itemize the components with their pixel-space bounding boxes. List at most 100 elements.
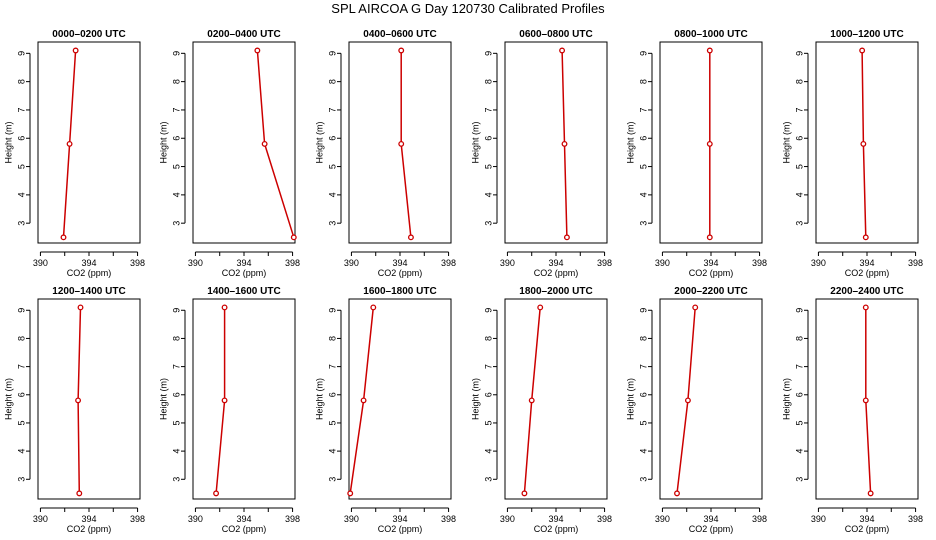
data-point bbox=[537, 304, 544, 311]
y-tick-label: 4 bbox=[16, 192, 26, 197]
data-point bbox=[407, 234, 414, 241]
y-axis-label: Height (m) bbox=[470, 121, 480, 163]
y-tick-label: 5 bbox=[327, 164, 337, 169]
x-tick-label: 390 bbox=[344, 514, 359, 524]
profile-panel: 2000–2200 UTC 390 394 398 CO2 (ppm) 3 4 5 6 7 8 9 He… bbox=[625, 286, 767, 534]
y-tick-label: 6 bbox=[794, 392, 804, 397]
y-tick-label: 8 bbox=[16, 336, 26, 341]
y-tick-label: 4 bbox=[794, 192, 804, 197]
y-axis-label: Height (m) bbox=[3, 121, 13, 163]
data-point bbox=[76, 490, 83, 497]
y-tick-label: 8 bbox=[483, 336, 493, 341]
y-tick-label: 3 bbox=[327, 477, 337, 482]
x-tick-label: 398 bbox=[908, 514, 923, 524]
x-tick-label: 394 bbox=[392, 258, 407, 268]
x-axis-label: CO2 (ppm) bbox=[534, 268, 579, 278]
x-tick-label: 398 bbox=[908, 258, 923, 268]
x-tick-label: 390 bbox=[33, 258, 48, 268]
x-tick-label: 398 bbox=[285, 258, 300, 268]
data-point bbox=[75, 397, 82, 404]
data-point bbox=[862, 234, 869, 241]
y-axis-label: Height (m) bbox=[3, 378, 13, 420]
y-axis-label: Height (m) bbox=[781, 378, 791, 420]
data-point bbox=[674, 490, 680, 497]
data-point bbox=[563, 234, 570, 241]
y-tick-label: 5 bbox=[638, 420, 648, 425]
data-point bbox=[521, 490, 528, 497]
x-axis-label: CO2 (ppm) bbox=[378, 268, 423, 278]
y-tick-label: 9 bbox=[16, 308, 26, 313]
plot-frame bbox=[37, 41, 141, 244]
y-tick-label: 9 bbox=[794, 51, 804, 56]
y-tick-label: 9 bbox=[327, 51, 337, 56]
y-tick-label: 3 bbox=[794, 221, 804, 226]
data-point bbox=[360, 397, 367, 404]
y-tick-label: 3 bbox=[483, 477, 493, 482]
x-tick-label: 394 bbox=[392, 514, 407, 524]
data-point bbox=[261, 140, 268, 147]
data-point bbox=[77, 304, 84, 311]
y-tick-label: 6 bbox=[794, 136, 804, 141]
y-tick-label: 3 bbox=[638, 477, 648, 482]
x-tick-label: 394 bbox=[548, 258, 563, 268]
y-tick-label: 4 bbox=[638, 449, 648, 454]
x-tick-label: 390 bbox=[655, 258, 670, 268]
profile-panel: 1400–1600 UTC 390 394 398 CO2 (ppm) 3 4 5 6 7 8 9 He… bbox=[158, 286, 300, 534]
y-tick-label: 3 bbox=[171, 221, 181, 226]
data-point bbox=[706, 47, 713, 54]
x-tick-label: 398 bbox=[597, 514, 612, 524]
plot-frame bbox=[348, 298, 452, 500]
x-tick-label: 398 bbox=[752, 514, 767, 524]
y-tick-label: 6 bbox=[327, 392, 337, 397]
y-tick-label: 7 bbox=[327, 364, 337, 369]
y-tick-label: 5 bbox=[16, 420, 26, 425]
data-point bbox=[221, 304, 228, 311]
panel-title: 2200–2400 UTC bbox=[830, 286, 903, 297]
data-point bbox=[561, 140, 568, 147]
y-tick-label: 8 bbox=[16, 79, 26, 84]
x-axis-label: CO2 (ppm) bbox=[689, 524, 734, 534]
data-point bbox=[290, 234, 297, 241]
profile-panel: 1200–1400 UTC 390 394 398 CO2 (ppm) 3 4 5 6 7 8 9 He… bbox=[3, 286, 145, 534]
y-tick-label: 9 bbox=[483, 308, 493, 313]
data-point bbox=[706, 234, 713, 241]
x-tick-label: 390 bbox=[188, 258, 203, 268]
x-tick-label: 390 bbox=[500, 514, 515, 524]
x-tick-label: 398 bbox=[130, 514, 145, 524]
y-tick-label: 6 bbox=[16, 392, 26, 397]
x-axis-label: CO2 (ppm) bbox=[534, 524, 579, 534]
data-point bbox=[254, 47, 261, 54]
plot-frame bbox=[815, 298, 919, 500]
y-axis-label: Height (m) bbox=[314, 378, 324, 420]
data-point bbox=[221, 397, 228, 404]
x-tick-label: 398 bbox=[441, 258, 456, 268]
y-tick-label: 3 bbox=[16, 477, 26, 482]
x-axis-label: CO2 (ppm) bbox=[222, 268, 267, 278]
panel-title: 1600–1800 UTC bbox=[363, 286, 436, 297]
x-tick-label: 390 bbox=[344, 258, 359, 268]
y-tick-label: 9 bbox=[794, 308, 804, 313]
y-tick-label: 4 bbox=[794, 449, 804, 454]
panel-title: 1800–2000 UTC bbox=[519, 286, 592, 297]
data-point bbox=[706, 140, 713, 147]
x-axis-label: CO2 (ppm) bbox=[845, 524, 890, 534]
y-tick-label: 7 bbox=[16, 107, 26, 112]
data-point bbox=[559, 47, 566, 54]
data-point bbox=[860, 140, 867, 147]
x-tick-label: 390 bbox=[655, 514, 670, 524]
plot-frame bbox=[192, 41, 296, 244]
panel-title: 0600–0800 UTC bbox=[519, 29, 592, 40]
y-tick-label: 8 bbox=[327, 79, 337, 84]
y-axis-label: Height (m) bbox=[470, 378, 480, 420]
data-point bbox=[347, 490, 354, 497]
y-tick-label: 3 bbox=[794, 477, 804, 482]
x-tick-label: 394 bbox=[703, 514, 718, 524]
y-tick-label: 3 bbox=[327, 221, 337, 226]
y-tick-label: 7 bbox=[171, 364, 181, 369]
x-axis-label: CO2 (ppm) bbox=[845, 268, 890, 278]
x-tick-label: 394 bbox=[236, 258, 251, 268]
panel-title: 2000–2200 UTC bbox=[674, 286, 747, 297]
y-tick-label: 4 bbox=[171, 192, 181, 197]
y-axis-label: Height (m) bbox=[781, 121, 791, 163]
x-tick-label: 394 bbox=[81, 514, 96, 524]
